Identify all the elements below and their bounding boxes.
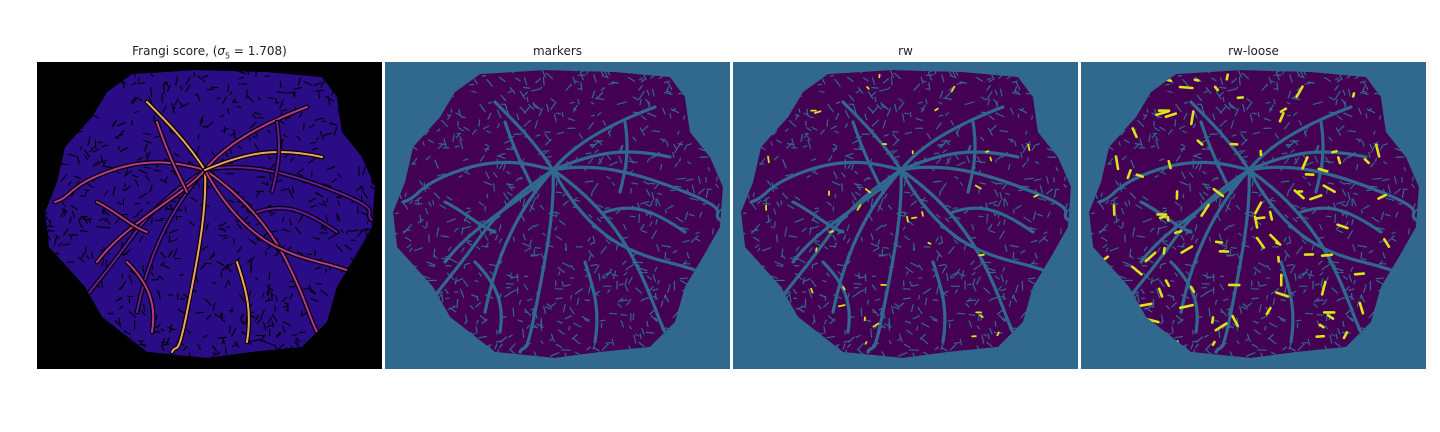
rw-loose-title: rw-loose: [1228, 44, 1279, 58]
tissue-region: [1089, 70, 1419, 358]
tissue-region: [45, 70, 375, 358]
tissue-region: [741, 70, 1071, 358]
frangi-title-suffix: = 1.708): [230, 44, 287, 58]
vessel-network: [749, 100, 1070, 354]
rw-image: [733, 62, 1078, 369]
rw-title: rw: [898, 44, 913, 58]
vessel-network: [401, 100, 722, 354]
vessel-network: [52, 99, 375, 355]
rw-loose-image: [1081, 62, 1426, 369]
markers-title: markers: [532, 44, 583, 58]
markers-image: [385, 62, 730, 369]
frangi-score-image: [37, 62, 382, 369]
frangi-title-sigma: σ: [217, 44, 226, 58]
frangi-title-prefix: Frangi score, (: [132, 44, 218, 58]
frangi-title-sub: 5: [225, 51, 231, 61]
frangi-score-title: Frangi score, (σ5 = 1.708): [37, 44, 382, 60]
tissue-region: [393, 70, 723, 358]
